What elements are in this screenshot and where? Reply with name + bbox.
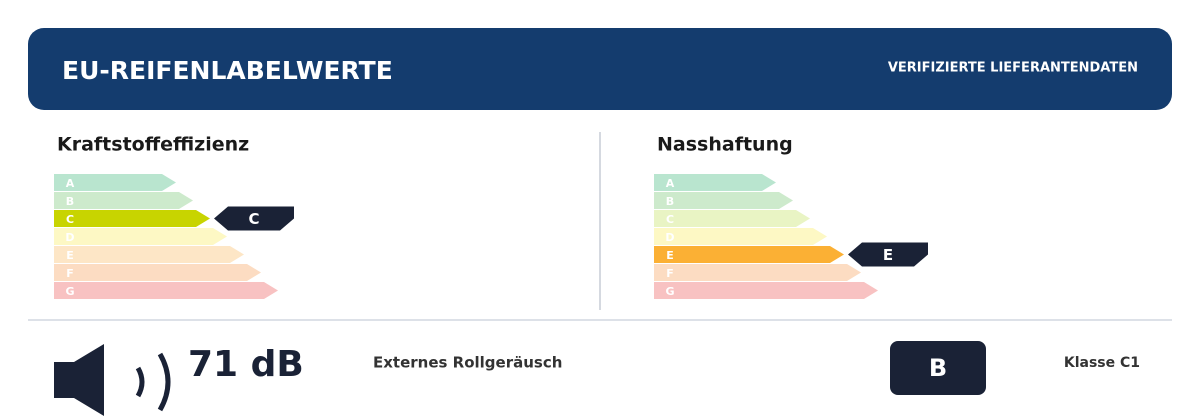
class-letter: D <box>65 231 74 244</box>
class-letter: D <box>665 231 674 244</box>
header-badge: VERIFIZIERTE LIEFERANTENDATEN <box>888 61 1138 76</box>
rating-marker <box>848 242 928 267</box>
class-bar <box>654 174 776 191</box>
class-bar <box>54 210 210 227</box>
class-letter: E <box>66 249 74 262</box>
noise-class-box <box>890 341 986 395</box>
noise-class: B <box>929 354 947 382</box>
rating-letter: E <box>883 246 893 264</box>
class-letter: C <box>666 213 674 226</box>
noise-label: Klasse C1 <box>1064 355 1140 371</box>
class-bar <box>54 228 227 245</box>
class-bar <box>54 282 278 299</box>
class-letter: B <box>66 195 74 208</box>
class-letter: B <box>666 195 674 208</box>
class-letter: A <box>666 177 675 190</box>
noise-description: Externes Rollgeräusch <box>373 354 562 372</box>
class-bar <box>54 246 244 263</box>
class-letter: F <box>66 267 74 280</box>
speaker-icon <box>54 344 171 416</box>
class-bar <box>654 192 793 209</box>
class-bar <box>54 192 193 209</box>
wet-title: Nasshaftung <box>657 134 793 156</box>
rating-marker <box>214 206 294 231</box>
class-bar <box>654 282 878 299</box>
class-bar <box>654 210 810 227</box>
rating-letter: C <box>248 210 259 228</box>
class-letter: A <box>66 177 75 190</box>
class-letter: E <box>666 249 674 262</box>
fuel-title: Kraftstoffeffizienz <box>57 134 249 156</box>
noise-value: 71 dB <box>188 344 304 385</box>
header-title: EU-REIFENLABELWERTE <box>62 56 393 85</box>
class-letter: C <box>66 213 74 226</box>
class-bar <box>54 174 176 191</box>
class-bar <box>654 246 844 263</box>
class-letter: F <box>666 267 674 280</box>
header-bar <box>28 28 1172 110</box>
class-bar <box>54 264 261 281</box>
class-letter: G <box>65 285 74 298</box>
class-bar <box>654 228 827 245</box>
class-bar <box>654 264 861 281</box>
class-letter: G <box>665 285 674 298</box>
